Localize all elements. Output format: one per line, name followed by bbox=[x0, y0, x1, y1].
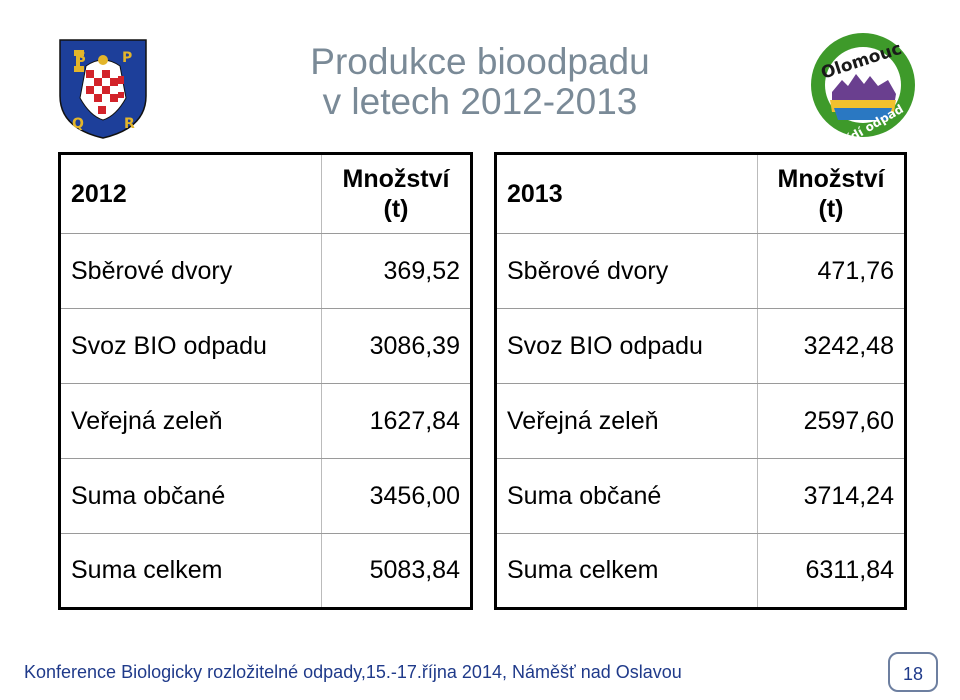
page-title: Produkce bioodpadu v letech 2012-2013 bbox=[250, 42, 710, 122]
quantity-header: Množství (t) bbox=[321, 152, 473, 234]
quantity-header-label: Množství bbox=[777, 165, 885, 193]
table-row: Suma celkem 6311,84 bbox=[494, 533, 907, 610]
row-value: 2597,60 bbox=[757, 383, 907, 459]
title-line-2: v letech 2012-2013 bbox=[322, 81, 638, 122]
quantity-header-label: Množství bbox=[342, 165, 450, 193]
row-label: Sběrové dvory bbox=[494, 233, 758, 309]
svg-text:R: R bbox=[124, 116, 135, 132]
quantity-header: Množství (t) bbox=[757, 152, 907, 234]
row-label: Sběrové dvory bbox=[58, 233, 322, 309]
row-label: Svoz BIO odpadu bbox=[58, 308, 322, 384]
row-value: 3086,39 bbox=[321, 308, 473, 384]
svg-text:S: S bbox=[76, 50, 86, 66]
row-value: 3456,00 bbox=[321, 458, 473, 534]
footer-text: Konference Biologicky rozložitelné odpad… bbox=[24, 662, 682, 682]
row-label: Suma občané bbox=[494, 458, 758, 534]
olomouc-logo-icon: Olomouc třídí odpad bbox=[811, 33, 915, 140]
table-row: Svoz BIO odpadu 3086,39 bbox=[58, 308, 473, 384]
row-label: Suma celkem bbox=[494, 533, 758, 610]
table-row: Veřejná zeleň 1627,84 bbox=[58, 383, 473, 459]
row-value: 369,52 bbox=[321, 233, 473, 309]
table-row: Sběrové dvory 369,52 bbox=[58, 233, 473, 309]
table-2012: 2012 Množství (t) Sběrové dvory 369,52 S… bbox=[58, 152, 473, 610]
year-header: 2013 bbox=[494, 152, 758, 234]
table-row: Suma občané 3714,24 bbox=[494, 458, 907, 534]
row-value: 3714,24 bbox=[757, 458, 907, 534]
table-row: Svoz BIO odpadu 3242,48 bbox=[494, 308, 907, 384]
quantity-header-unit: (t) bbox=[818, 195, 844, 223]
table-row: Suma celkem 5083,84 bbox=[58, 533, 473, 610]
svg-text:P: P bbox=[122, 50, 132, 66]
svg-text:Q: Q bbox=[72, 116, 84, 132]
table-header-row: 2013 Množství (t) bbox=[494, 152, 907, 234]
row-label: Veřejná zeleň bbox=[494, 383, 758, 459]
table-row: Veřejná zeleň 2597,60 bbox=[494, 383, 907, 459]
row-label: Suma občané bbox=[58, 458, 322, 534]
row-label: Suma celkem bbox=[58, 533, 322, 610]
quantity-header-unit: (t) bbox=[383, 195, 409, 223]
row-label: Svoz BIO odpadu bbox=[494, 308, 758, 384]
row-value: 5083,84 bbox=[321, 533, 473, 610]
row-value: 3242,48 bbox=[757, 308, 907, 384]
row-label: Veřejná zeleň bbox=[58, 383, 322, 459]
table-2013: 2013 Množství (t) Sběrové dvory 471,76 S… bbox=[494, 152, 907, 610]
row-value: 6311,84 bbox=[757, 533, 907, 610]
page-number: 18 bbox=[888, 652, 938, 692]
row-value: 471,76 bbox=[757, 233, 907, 309]
year-header: 2012 bbox=[58, 152, 322, 234]
row-value: 1627,84 bbox=[321, 383, 473, 459]
table-row: Suma občané 3456,00 bbox=[58, 458, 473, 534]
table-row: Sběrové dvory 471,76 bbox=[494, 233, 907, 309]
title-line-1: Produkce bioodpadu bbox=[310, 41, 650, 82]
table-header-row: 2012 Množství (t) bbox=[58, 152, 473, 234]
coat-of-arms-icon: S P Q R bbox=[59, 39, 147, 139]
